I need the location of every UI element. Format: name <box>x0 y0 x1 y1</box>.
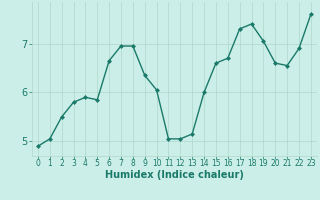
X-axis label: Humidex (Indice chaleur): Humidex (Indice chaleur) <box>105 170 244 180</box>
